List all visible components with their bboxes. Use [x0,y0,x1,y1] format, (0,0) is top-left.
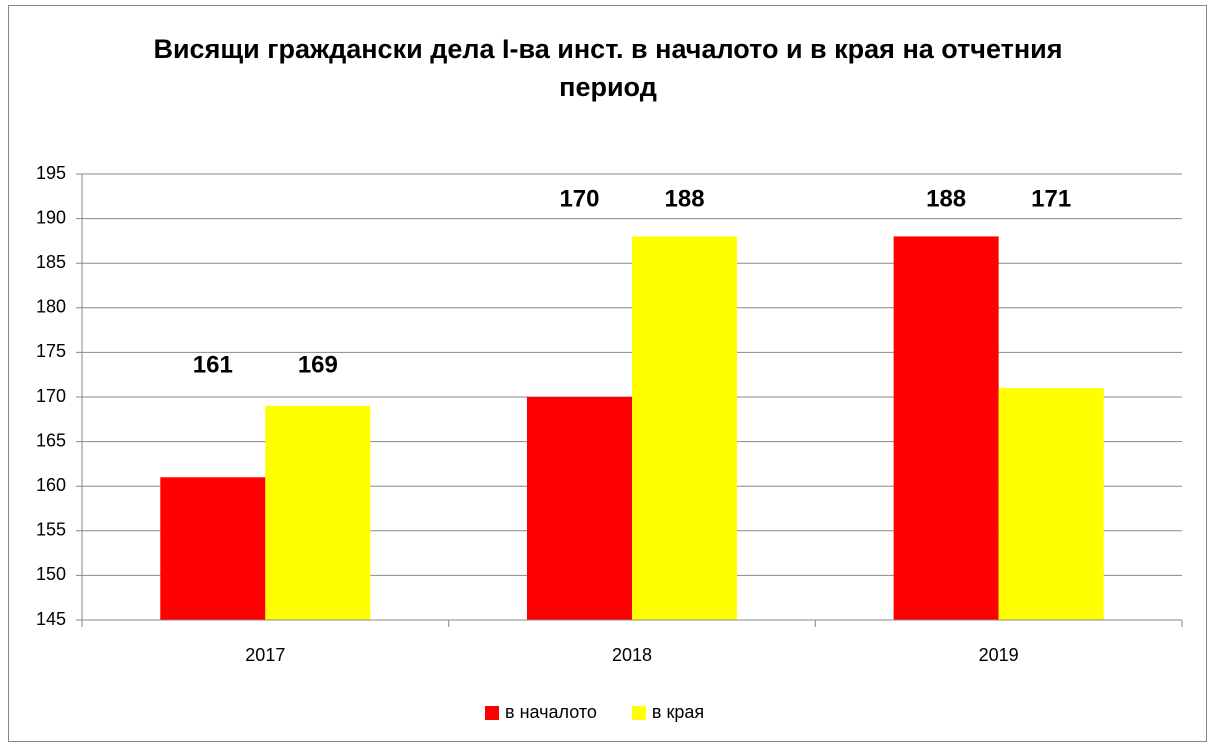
bar [160,477,266,620]
x-tick-label: 2018 [612,645,652,665]
bar [998,388,1104,620]
y-tick-label: 170 [36,386,66,406]
y-tick-label: 155 [36,520,66,540]
data-label: 171 [1031,185,1071,212]
y-tick-label: 175 [36,341,66,361]
data-label: 170 [559,185,599,212]
x-tick-label: 2017 [245,645,285,665]
legend-swatch [485,706,499,720]
legend-label: в началото [505,702,597,722]
bar [893,236,999,620]
chart-title: Висящи граждански дела І-ва инст. в нача… [153,34,1063,102]
y-tick-label: 150 [36,564,66,584]
y-tick-label: 195 [36,163,66,183]
y-tick-label: 180 [36,297,66,317]
y-tick-label: 165 [36,430,66,450]
bar [526,397,632,620]
data-label: 188 [665,185,705,212]
y-tick-label: 190 [36,207,66,227]
data-label: 161 [193,351,233,378]
y-tick-label: 185 [36,252,66,272]
y-tick-label: 160 [36,475,66,495]
y-tick-label: 145 [36,609,66,629]
data-label: 188 [926,185,966,212]
data-label: 169 [298,351,338,378]
x-tick-label: 2019 [979,645,1019,665]
bar [632,236,738,620]
legend-label: в края [652,702,704,722]
legend-swatch [631,706,646,720]
bar [265,405,371,620]
chart-border [8,5,1207,742]
